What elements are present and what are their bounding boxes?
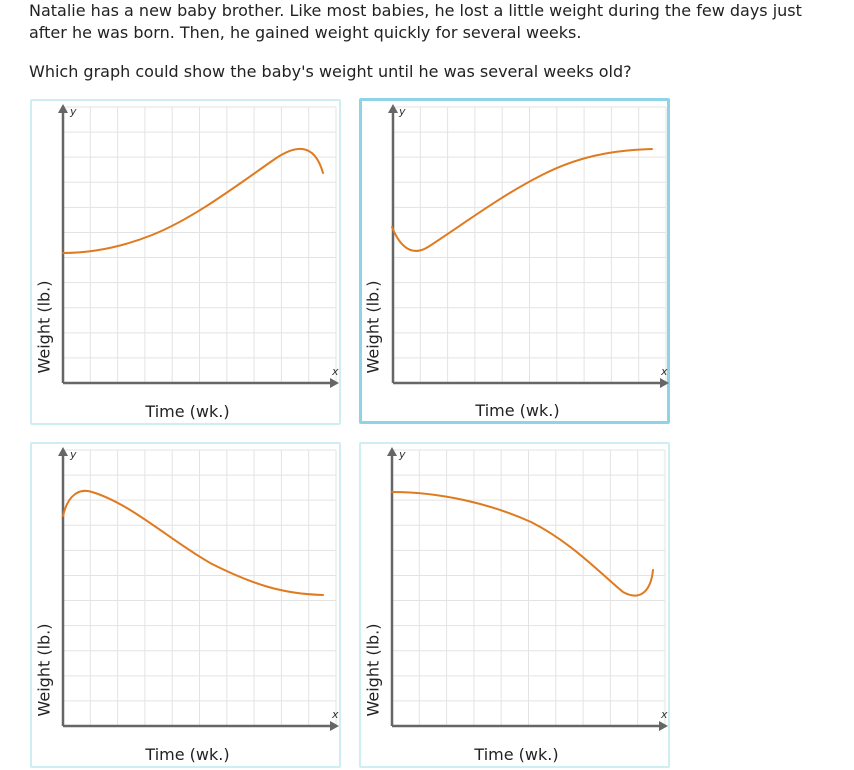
y-axis-letter: y xyxy=(69,105,77,118)
answer-choice-d[interactable]: y x Weight (lb.) Time (wk.) xyxy=(359,442,670,768)
graph-axes xyxy=(387,447,668,731)
answer-choice-a[interactable]: y x Weight (lb.) Time (wk.) xyxy=(30,99,341,425)
x-axis-arrow xyxy=(659,721,668,731)
y-axis-arrow xyxy=(388,104,398,113)
y-axis-arrow xyxy=(58,447,68,456)
y-axis-arrow xyxy=(58,104,68,113)
graph-grid xyxy=(392,106,667,384)
x-axis-arrow xyxy=(330,378,339,388)
weight-curve xyxy=(391,148,653,252)
y-axis-label: Weight (lb.) xyxy=(34,623,54,717)
x-axis-letter: x xyxy=(660,708,668,721)
graph-grid xyxy=(62,449,337,727)
weight-curve xyxy=(62,147,324,254)
weight-curve xyxy=(62,489,324,596)
graph-c: y x xyxy=(58,447,339,731)
graph-a: y x xyxy=(58,104,339,388)
answer-choice-b[interactable]: y x Weight (lb.) Time (wk.) xyxy=(359,98,670,424)
x-axis-arrow xyxy=(330,721,339,731)
graph-b: y x xyxy=(388,104,669,388)
question-text: Which graph could show the baby's weight… xyxy=(29,62,632,81)
y-axis-arrow xyxy=(387,447,397,456)
x-axis-label: Time (wk.) xyxy=(145,745,230,764)
x-axis-arrow xyxy=(660,378,669,388)
y-axis-label: Weight (lb.) xyxy=(34,280,54,374)
x-axis-label: Time (wk.) xyxy=(474,745,559,764)
y-axis-letter: y xyxy=(398,448,406,461)
x-axis-letter: x xyxy=(331,365,339,378)
x-axis-letter: x xyxy=(660,365,668,378)
graph-d: y x xyxy=(387,447,668,731)
question-prompt: Natalie has a new baby brother. Like mos… xyxy=(29,1,802,42)
y-axis-letter: y xyxy=(69,448,77,461)
graph-axes xyxy=(58,447,339,731)
graph-grid xyxy=(391,449,666,727)
y-axis-label: Weight (lb.) xyxy=(363,623,383,717)
x-axis-letter: x xyxy=(331,708,339,721)
x-axis-label: Time (wk.) xyxy=(145,402,230,421)
y-axis-label: Weight (lb.) xyxy=(363,280,383,374)
graph-axes xyxy=(388,104,669,388)
x-axis-label: Time (wk.) xyxy=(475,401,560,420)
y-axis-letter: y xyxy=(398,105,406,118)
weight-curve xyxy=(391,491,654,597)
graph-axes xyxy=(58,104,339,388)
answer-choice-c[interactable]: y x Weight (lb.) Time (wk.) xyxy=(30,442,341,768)
